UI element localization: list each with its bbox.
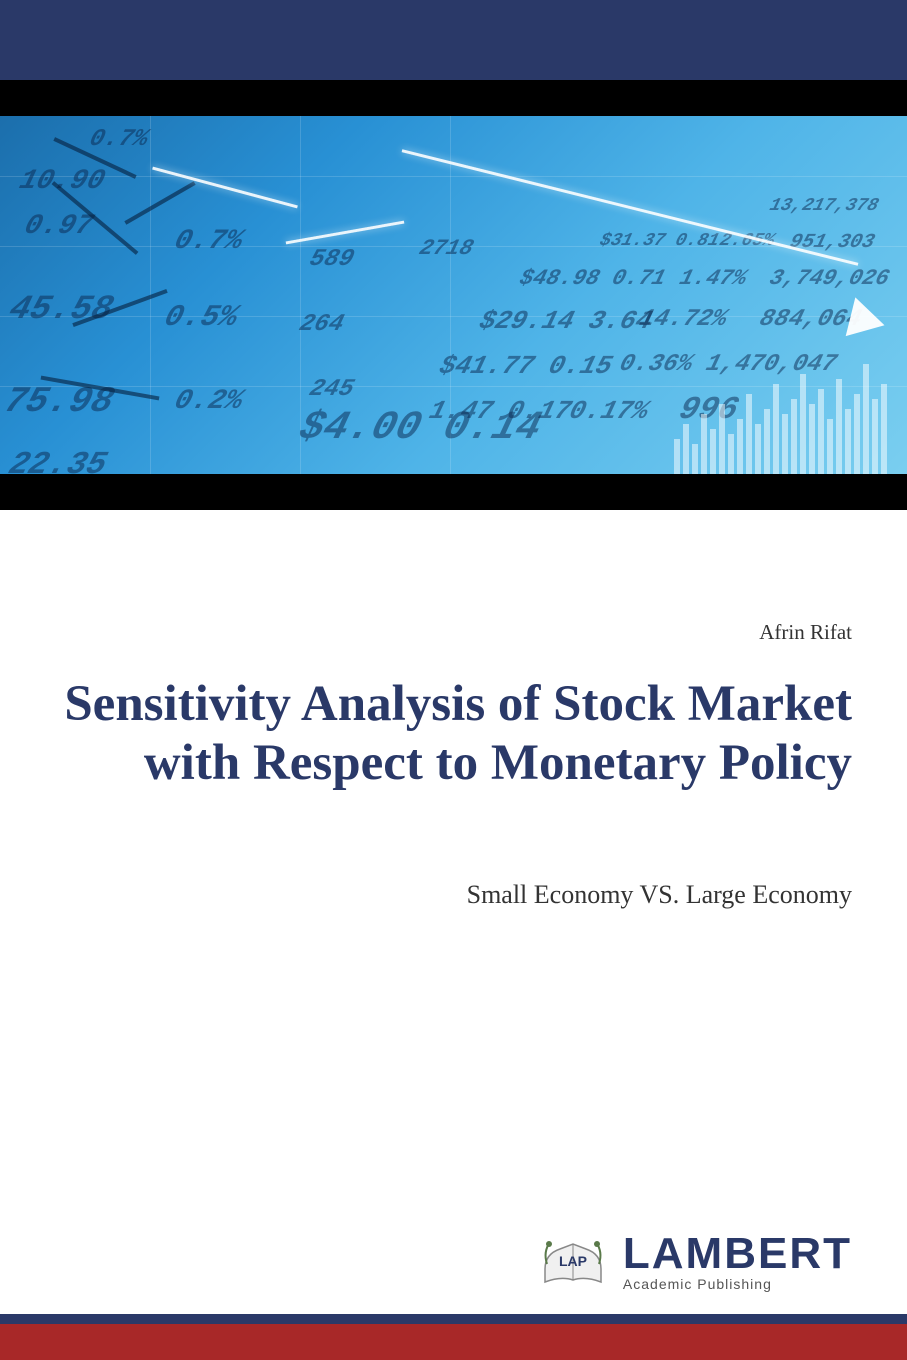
publisher-name: LAMBERT [623,1232,852,1276]
chart-bar [827,419,833,474]
stock-number: 22.35 [5,446,111,474]
chart-content: 0.7%10.900.970.7%589271845.580.5%26475.9… [0,116,907,474]
stock-number: 245 [306,376,356,403]
chart-bar [710,429,716,474]
chart-bar [719,404,725,474]
stock-number: $41.77 0.15 [436,351,616,381]
stock-number: 0.2% [171,386,247,417]
arrow-segment [152,167,298,209]
chart-bar [755,424,761,474]
publisher-logo: LAP LAMBERT Academic Publishing [535,1224,852,1300]
publisher-tagline: Academic Publishing [623,1276,852,1292]
hero-stock-image: 0.7%10.900.970.7%589271845.580.5%26475.9… [0,80,907,510]
arrow-head-icon [846,297,890,344]
chart-bar [872,399,878,474]
stock-number: 1.47% [677,266,750,291]
bottom-border [0,1324,907,1360]
chart-bar [854,394,860,474]
chart-bar [701,414,707,474]
chart-bar [692,444,698,474]
chart-bar [728,434,734,474]
arrow-segment [286,221,405,245]
chart-bar [782,414,788,474]
chart-bar [881,384,887,474]
book-subtitle: Small Economy VS. Large Economy [55,880,852,910]
stock-number: 14.72% [636,306,730,333]
stock-number: 0.7% [86,126,151,153]
chart-bar [764,409,770,474]
chart-bar [683,424,689,474]
stock-number: 589 [306,246,356,273]
stock-number: 3,749,026 [767,266,893,291]
publisher-text: LAMBERT Academic Publishing [623,1232,852,1292]
stock-number: 1.47 0.17 [426,396,574,426]
author-name: Afrin Rifat [759,620,852,645]
svg-text:LAP: LAP [559,1253,587,1269]
top-border [0,0,907,80]
black-bar-bottom [0,474,907,510]
chart-bar [800,374,806,474]
stock-number: $48.98 0.71 [517,266,669,291]
black-bar-top [0,80,907,116]
chart-bar [809,404,815,474]
chart-bar [836,379,842,474]
stock-number: 264 [296,311,346,338]
stock-number: 0.5% [160,301,241,335]
chart-bar [791,399,797,474]
stock-number: 13,217,378 [767,196,880,216]
publisher-emblem-icon: LAP [535,1224,611,1300]
stock-number: 0.7% [171,226,247,257]
chart-bar [818,389,824,474]
stock-number: 2718 [417,236,477,261]
chart-bar [746,394,752,474]
book-title: Sensitivity Analysis of Stock Market wit… [55,675,852,792]
bar-chart [674,364,887,474]
stock-number: $31.37 0.81 [597,231,721,251]
stock-number: 0.17% [566,396,652,426]
chart-bar [773,384,779,474]
stock-number: 0.97 [21,211,97,242]
bottom-border-line [0,1314,907,1324]
stock-number: $29.14 3.64 [476,306,656,336]
stock-number: 45.58 [5,291,117,329]
chart-bar [863,364,869,474]
chart-bar [674,439,680,474]
chart-bar [845,409,851,474]
chart-bar [737,419,743,474]
